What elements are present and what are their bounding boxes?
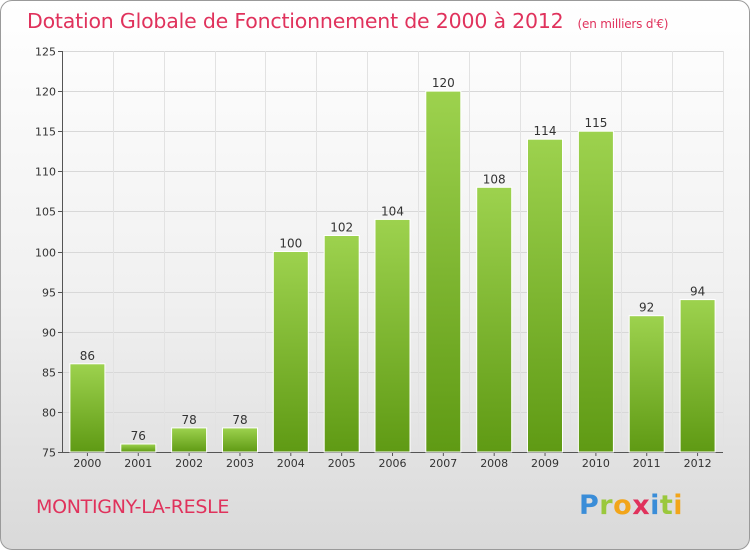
bar-value-label: 92 [639, 301, 654, 315]
chart-title: Dotation Globale de Fonctionnement de 20… [27, 9, 668, 33]
x-tick-label: 2006 [379, 457, 407, 470]
x-tick-label: 2012 [684, 457, 712, 470]
bar-value-label: 104 [381, 204, 404, 218]
bar-2011 [628, 315, 665, 453]
bar-2001 [120, 443, 157, 453]
bar-2012 [679, 299, 716, 453]
bar-chart: 75 80 85 90 95 100 105 110 115 120 125 86 2000 76 2001… [35, 46, 724, 471]
bar-2000 [69, 363, 106, 453]
bar-value-label: 115 [584, 116, 607, 130]
x-tick-label: 2000 [73, 457, 101, 470]
bar-2003 [222, 427, 258, 453]
x-tick-label: 2010 [582, 457, 610, 470]
y-tick-label: 75 [42, 447, 56, 460]
y-tick-label: 105 [35, 206, 56, 219]
x-tick-label: 2001 [124, 457, 152, 470]
bar-value-label: 108 [483, 172, 506, 186]
bar-2007 [425, 90, 462, 453]
y-tick-label: 80 [42, 407, 56, 420]
bar-value-label: 120 [432, 76, 455, 90]
bar-value-label: 86 [80, 349, 95, 363]
bar-2004 [272, 251, 309, 453]
bar-value-label: 102 [330, 221, 353, 235]
bar-2010 [577, 130, 614, 453]
bar-value-label: 76 [131, 429, 146, 443]
bar-2002 [171, 427, 208, 453]
x-tick-label: 2003 [226, 457, 254, 470]
labels: 75 80 85 90 95 100 105 110 115 120 125 86 2000 76 2001… [35, 46, 712, 471]
x-tick-label: 2007 [429, 457, 457, 470]
proxiti-logo: Proxiti [579, 490, 684, 521]
bar-2008 [476, 186, 513, 453]
x-tick-label: 2002 [175, 457, 203, 470]
y-tick-label: 85 [42, 367, 56, 380]
x-tick-label: 2004 [277, 457, 305, 470]
bar-value-label: 94 [690, 285, 705, 299]
y-tick-label: 95 [42, 287, 56, 300]
y-tick-label: 120 [35, 86, 56, 99]
bar-value-label: 100 [279, 237, 302, 251]
y-tick-label: 115 [35, 126, 56, 139]
x-tick-label: 2009 [531, 457, 559, 470]
bar-2006 [374, 218, 411, 453]
x-tick-label: 2011 [633, 457, 661, 470]
x-tick-label: 2005 [328, 457, 356, 470]
bar-2009 [527, 138, 563, 453]
title-text: Dotation Globale de Fonctionnement de 20… [27, 9, 564, 33]
y-tick-label: 125 [35, 46, 56, 59]
bar-2005 [323, 235, 360, 453]
y-tick-label: 100 [35, 247, 56, 260]
bars [69, 90, 716, 453]
commune-name: MONTIGNY-LA-RESLE [36, 496, 230, 518]
y-tick-label: 90 [42, 327, 56, 340]
bar-value-label: 114 [534, 124, 557, 138]
bar-value-label: 78 [232, 413, 247, 427]
unit-label: (en milliers d'€) [577, 17, 669, 31]
x-tick-label: 2008 [480, 457, 508, 470]
bar-value-label: 78 [181, 413, 196, 427]
y-tick-label: 110 [35, 166, 56, 179]
